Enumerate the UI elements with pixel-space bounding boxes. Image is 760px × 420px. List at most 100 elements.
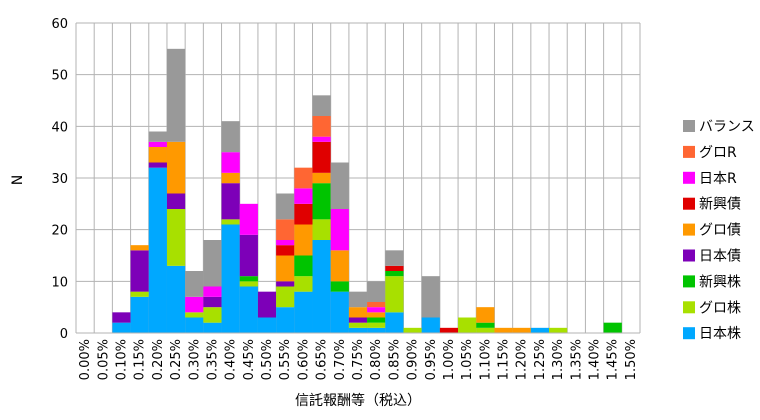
bar-segment-4-24 [512,327,531,333]
x-tick-label: 0.30% [187,339,202,380]
bar-segment-4-23 [494,327,513,333]
legend-swatch [683,249,695,262]
bar-segment-0-3 [130,296,149,333]
bar-segment-4-16 [367,312,386,318]
bar-segment-8-19 [421,276,440,318]
bar-segment-6-9 [239,203,258,235]
bar-segment-8-15 [348,291,368,308]
bar-segment-3-3 [130,250,149,292]
bar-segment-0-10 [257,317,277,333]
legend-swatch [683,301,695,314]
y-tick-label: 30 [51,172,68,187]
bar-segment-3-7 [203,296,222,308]
bar-segment-8-17 [385,250,404,266]
x-tick-label: 1.20% [515,339,530,380]
bar-segment-5-12 [294,203,313,225]
x-tick-label: 0.45% [242,339,257,380]
bar-segment-0-13 [312,240,331,333]
legend-label: グロR [699,145,737,161]
bar-segment-1-6 [185,312,204,318]
bar-segment-4-14 [330,250,349,282]
bar-segment-1-18 [403,327,422,333]
legend-swatch [683,197,695,210]
bar-segment-6-7 [203,286,222,297]
y-tick-labels: 0 10 20 30 40 50 60 [51,17,68,342]
bar-segment-8-11 [276,193,295,220]
x-tick-label: 1.45% [606,339,621,380]
bar-segment-1-3 [130,291,149,297]
bar-segment-1-9 [239,281,258,287]
bar-segment-0-16 [367,327,386,333]
bar-segment-6-8 [221,152,240,173]
legend-label: 新興債 [699,197,741,213]
bar-segment-4-11 [276,255,295,282]
bar-segment-0-9 [239,286,258,333]
legend-label: 日本債 [699,249,741,265]
bar-segment-2-14 [330,281,349,292]
x-tick-label: 0.15% [133,339,148,380]
bar-segment-4-13 [312,172,331,184]
bar-segment-8-16 [367,281,386,302]
bar-segment-1-17 [385,276,404,313]
bar-segment-0-6 [185,317,204,333]
bar-segment-6-16 [367,307,386,313]
bar-segment-6-14 [330,209,349,251]
bar-segment-7-16 [367,302,386,308]
bar-segment-3-5 [166,193,186,209]
bar-segment-2-29 [603,322,622,333]
bar-segment-3-8 [221,183,240,220]
bar-segment-0-25 [530,327,550,333]
bar-segment-5-13 [312,141,331,173]
x-axis-label: 信託報酬等（税込） [295,392,421,409]
bar-segment-1-8 [221,219,240,225]
x-tick-label: 0.60% [296,339,311,380]
bar-segment-4-8 [221,172,240,184]
legend-label: グロ債 [699,223,741,239]
legend-swatch [683,275,695,288]
y-tick-label: 20 [51,224,68,239]
axes [75,23,640,334]
x-tick-label: 0.95% [424,339,439,380]
legend-label: バランス [699,119,755,135]
bar-segment-2-13 [312,183,331,220]
bar-segment-2-12 [294,255,313,277]
bar-segment-3-9 [239,234,258,277]
bar-segment-4-3 [130,245,149,251]
y-tick-label: 50 [51,69,68,84]
x-tick-label: 0.50% [260,339,275,380]
x-tick-label: 0.20% [151,339,166,380]
bar-segment-6-4 [148,141,167,147]
bar-segment-6-11 [276,240,295,246]
bar-segment-6-13 [312,136,331,142]
bar-segment-6-6 [185,296,204,313]
bar-segment-3-10 [257,291,277,318]
bar-segment-6-12 [294,188,313,204]
bar-segment-8-4 [148,131,167,142]
y-tick-label: 60 [51,17,68,32]
bars [112,48,622,333]
x-tick-label: 0.55% [278,339,293,380]
legend-label: 日本R [699,171,737,187]
bar-segment-0-15 [348,327,368,333]
x-tick-label: 0.85% [387,339,402,380]
y-axis-label: N [10,175,26,185]
x-tick-label: 1.05% [460,339,475,380]
bar-segment-1-11 [276,286,295,308]
bar-segment-5-17 [385,265,404,271]
bar-segment-2-17 [385,271,404,277]
x-tick-label: 0.35% [205,339,220,380]
bar-segment-1-21 [458,317,477,333]
bar-segment-0-11 [276,307,295,333]
x-tick-label: 1.35% [569,339,584,380]
bar-segment-3-2 [112,312,131,323]
legend-swatch [683,327,695,340]
bar-segment-4-4 [148,147,167,163]
x-tick-label: 0.70% [333,339,348,380]
bar-segment-4-12 [294,224,313,256]
legend-label: 日本株 [699,326,741,342]
bar-segment-7-12 [294,167,313,189]
legend-swatch [683,171,695,184]
bar-segment-7-11 [276,219,295,240]
bar-segment-8-6 [185,271,204,297]
